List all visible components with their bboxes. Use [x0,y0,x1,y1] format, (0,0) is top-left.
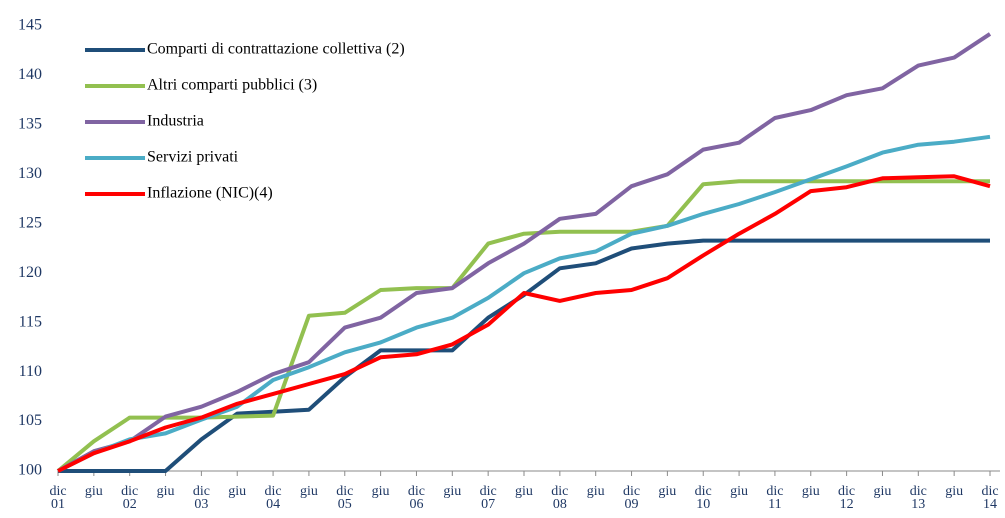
x-tick-label: dic 07 [479,484,497,512]
series-line [56,179,990,473]
x-tick-label: dic 09 [622,484,641,512]
y-tick-label: 135 [18,116,42,133]
legend-label: Comparti di contrattazione collettiva (2… [147,41,405,58]
x-tick-label: dic 02 [121,484,139,512]
y-tick-label: 120 [18,264,42,281]
x-tick-label: giu [730,484,748,499]
x-tick-label: dic 06 [407,484,425,512]
x-tick-label: giu [371,484,390,499]
x-tick-label: giu [945,484,964,499]
x-tick-label: giu [299,484,318,499]
x-tick-label: dic 03 [192,484,210,512]
x-tick-label: giu [801,484,820,499]
y-tick-label: 115 [19,313,42,330]
y-tick-label: 110 [19,363,42,380]
x-tick-label: dic 05 [336,484,354,512]
legend-label: Altri comparti pubblici (3) [147,77,317,94]
x-tick-label: dic 12 [838,484,856,512]
x-tick-label: dic 13 [909,484,927,512]
series-line [57,32,992,473]
x-tick-label: giu [658,484,677,499]
x-tick-label: dic 14 [981,484,999,512]
x-tick-label: giu [443,484,462,499]
legend-label: Industria [147,113,204,130]
series-line [57,174,991,473]
y-tick-label: 105 [18,412,42,429]
x-tick-label: dic 01 [49,484,67,512]
y-tick-label: 145 [18,17,42,34]
y-tick-label: 125 [18,214,42,231]
x-tick-label: giu [873,484,892,499]
x-tick-label: dic 04 [264,484,282,512]
x-tick-label: dic 11 [766,484,784,512]
legend-label: Inflazione (NIC)(4) [147,185,273,202]
y-tick-label: 140 [18,66,42,83]
x-tick-label: giu [228,484,247,499]
y-tick-label: 100 [18,462,42,479]
legend-label: Servizi privati [147,149,239,166]
x-tick-label: dic 08 [551,484,569,512]
x-tick-label: giu [515,484,533,499]
x-tick-label: giu [156,484,175,499]
x-tick-label: dic 10 [694,484,712,512]
x-tick-label: giu [84,484,103,499]
x-tick-label: giu [586,484,605,499]
y-tick-label: 130 [18,165,42,182]
series-line [57,134,991,473]
